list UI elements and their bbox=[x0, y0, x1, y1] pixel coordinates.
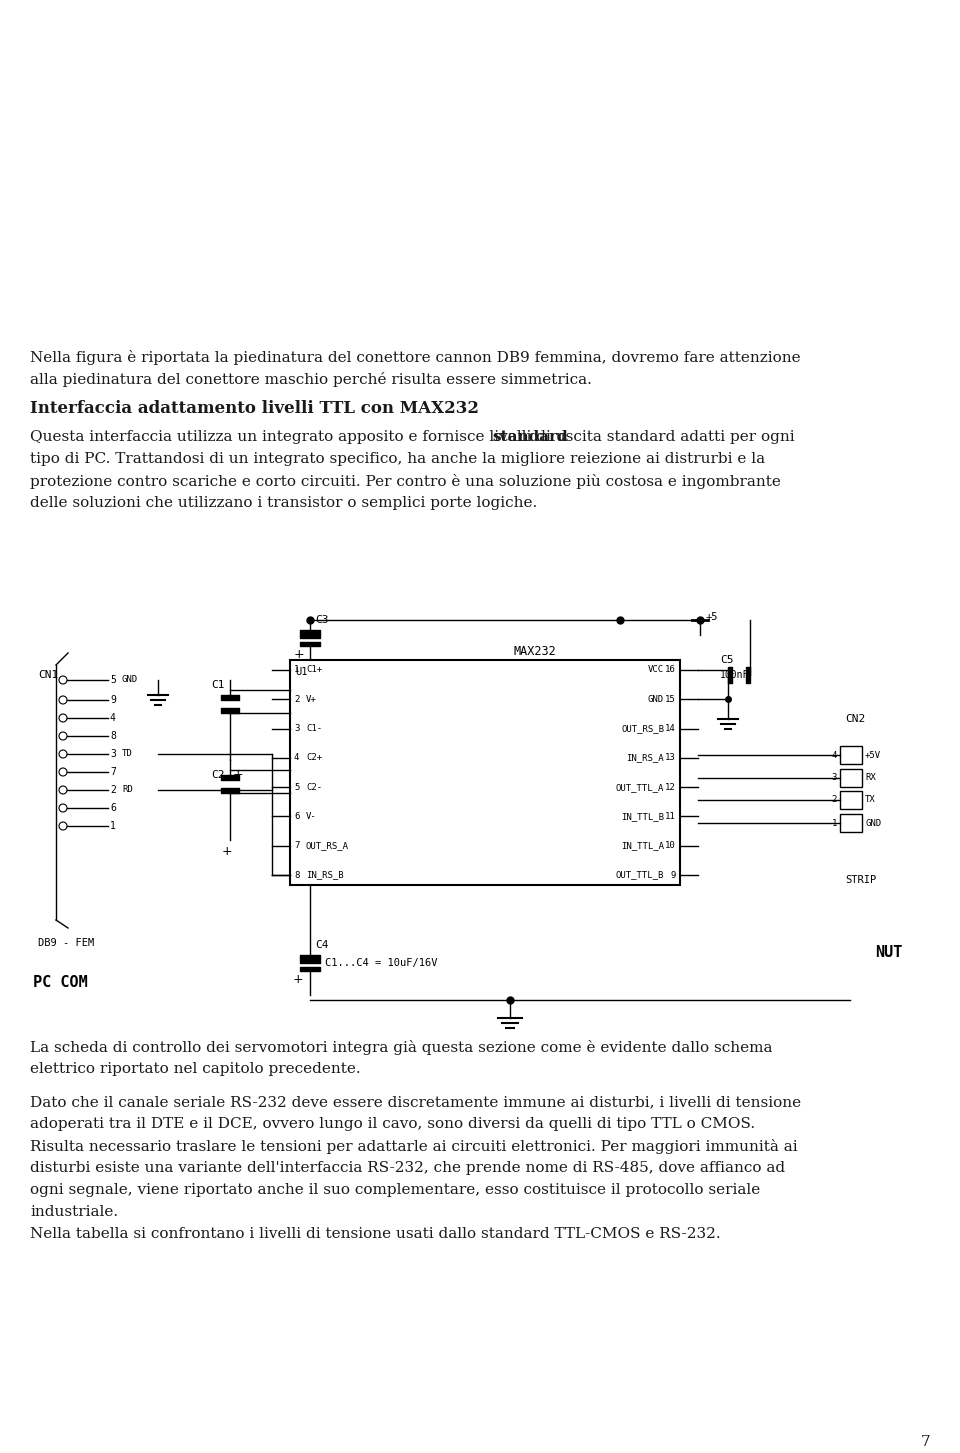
Text: Nella tabella si confrontano i livelli di tensione usati dallo standard TTL-CMOS: Nella tabella si confrontano i livelli d… bbox=[30, 1226, 721, 1241]
Text: 6: 6 bbox=[294, 812, 300, 821]
Text: 3: 3 bbox=[294, 724, 300, 734]
Bar bbox=[840, 769, 862, 788]
Text: disturbi esiste una variante dell'interfaccia RS-232, che prende nome di RS-485,: disturbi esiste una variante dell'interf… bbox=[30, 1161, 785, 1175]
Text: MAX232: MAX232 bbox=[514, 645, 557, 658]
Text: delle soluzioni che utilizzano i transistor o semplici porte logiche.: delle soluzioni che utilizzano i transis… bbox=[30, 495, 538, 510]
Text: +: + bbox=[294, 648, 304, 661]
Text: +: + bbox=[222, 846, 232, 859]
Text: 1: 1 bbox=[831, 818, 837, 828]
Text: NUT: NUT bbox=[875, 944, 902, 960]
Text: 9: 9 bbox=[110, 695, 116, 705]
Text: 7: 7 bbox=[921, 1436, 930, 1449]
Text: 5: 5 bbox=[110, 676, 116, 684]
Text: +5: +5 bbox=[705, 612, 717, 622]
Text: PC COM: PC COM bbox=[33, 975, 87, 989]
Text: Interfaccia adattamento livelli TTL con MAX232: Interfaccia adattamento livelli TTL con … bbox=[30, 400, 479, 417]
Text: +5V: +5V bbox=[865, 751, 881, 760]
Text: C3: C3 bbox=[315, 615, 328, 625]
Text: C5: C5 bbox=[720, 655, 733, 665]
Text: elettrico riportato nel capitolo precedente.: elettrico riportato nel capitolo precede… bbox=[30, 1062, 361, 1077]
Text: La scheda di controllo dei servomotori integra già questa sezione come è evident: La scheda di controllo dei servomotori i… bbox=[30, 1040, 773, 1055]
Text: GND: GND bbox=[865, 818, 881, 828]
Text: 12: 12 bbox=[665, 783, 676, 792]
Bar bbox=[290, 660, 680, 885]
Text: C4: C4 bbox=[315, 940, 328, 950]
Text: 4: 4 bbox=[831, 751, 837, 760]
Text: 4: 4 bbox=[294, 753, 300, 763]
Text: C2+: C2+ bbox=[306, 753, 323, 763]
Text: 8: 8 bbox=[294, 870, 300, 879]
Text: OUT_RS_A: OUT_RS_A bbox=[306, 841, 349, 850]
Text: 2: 2 bbox=[110, 785, 116, 795]
Text: RX: RX bbox=[865, 773, 876, 783]
Text: 6: 6 bbox=[110, 804, 116, 814]
Text: CN2: CN2 bbox=[845, 713, 865, 724]
Text: OUT_TTL_B: OUT_TTL_B bbox=[615, 870, 664, 879]
Text: Nella figura è riportata la piedinatura del conettore cannon DB9 femmina, dovrem: Nella figura è riportata la piedinatura … bbox=[30, 350, 801, 365]
Text: 5: 5 bbox=[294, 783, 300, 792]
Text: TD: TD bbox=[122, 750, 132, 758]
Text: +: + bbox=[293, 974, 303, 987]
Text: 3: 3 bbox=[831, 773, 837, 783]
Text: protezione contro scariche e corto circuiti. Per contro è una soluzione più cost: protezione contro scariche e corto circu… bbox=[30, 474, 780, 490]
Text: RD: RD bbox=[122, 786, 132, 795]
Text: ogni segnale, viene riportato anche il suo complementare, esso costituisce il pr: ogni segnale, viene riportato anche il s… bbox=[30, 1183, 760, 1197]
Text: tipo di PC. Trattandosi di un integrato specifico, ha anche la migliore reiezion: tipo di PC. Trattandosi di un integrato … bbox=[30, 452, 765, 466]
Text: 4: 4 bbox=[110, 713, 116, 724]
Bar bbox=[840, 790, 862, 809]
Text: V+: V+ bbox=[306, 695, 317, 703]
Text: C1: C1 bbox=[211, 680, 225, 690]
Text: 13: 13 bbox=[665, 753, 676, 763]
Text: C1+: C1+ bbox=[306, 665, 323, 674]
Text: CN1: CN1 bbox=[38, 670, 59, 680]
Bar bbox=[840, 745, 862, 764]
Text: 9: 9 bbox=[671, 870, 676, 879]
Text: Risulta necessario traslare le tensioni per adattarle ai circuiti elettronici. P: Risulta necessario traslare le tensioni … bbox=[30, 1139, 798, 1154]
Text: V-: V- bbox=[306, 812, 317, 821]
Text: 1: 1 bbox=[294, 665, 300, 674]
Text: Questa interfaccia utilizza un integrato apposito e fornisce livelli di uscita s: Questa interfaccia utilizza un integrato… bbox=[30, 430, 795, 445]
Text: 10: 10 bbox=[665, 841, 676, 850]
Text: 16: 16 bbox=[665, 665, 676, 674]
Text: TX: TX bbox=[865, 795, 876, 805]
Text: 15: 15 bbox=[665, 695, 676, 703]
Text: 100nF: 100nF bbox=[720, 670, 750, 680]
Text: IN_RS_B: IN_RS_B bbox=[306, 870, 344, 879]
Text: VCC: VCC bbox=[648, 665, 664, 674]
Text: 8: 8 bbox=[110, 731, 116, 741]
Text: DB9 - FEM: DB9 - FEM bbox=[38, 939, 94, 947]
Text: C1...C4 = 10uF/16V: C1...C4 = 10uF/16V bbox=[325, 958, 438, 968]
Text: 1: 1 bbox=[110, 821, 116, 831]
Text: STRIP: STRIP bbox=[845, 875, 876, 885]
Text: C1-: C1- bbox=[306, 724, 323, 734]
Text: IN_TTL_B: IN_TTL_B bbox=[621, 812, 664, 821]
Text: C2-: C2- bbox=[306, 783, 323, 792]
Text: U1: U1 bbox=[295, 667, 307, 677]
Text: standard: standard bbox=[492, 430, 568, 445]
Text: alla piedinatura del conettore maschio perché risulta essere simmetrica.: alla piedinatura del conettore maschio p… bbox=[30, 372, 592, 386]
Bar bbox=[840, 814, 862, 833]
Text: GND: GND bbox=[122, 676, 138, 684]
Text: Dato che il canale seriale RS-232 deve essere discretamente immune ai disturbi, : Dato che il canale seriale RS-232 deve e… bbox=[30, 1096, 802, 1109]
Text: 7: 7 bbox=[294, 841, 300, 850]
Text: 3: 3 bbox=[110, 748, 116, 758]
Text: C2: C2 bbox=[211, 770, 225, 780]
Text: 2: 2 bbox=[831, 795, 837, 805]
Text: 11: 11 bbox=[665, 812, 676, 821]
Text: IN_TTL_A: IN_TTL_A bbox=[621, 841, 664, 850]
Text: 2: 2 bbox=[294, 695, 300, 703]
Text: GND: GND bbox=[648, 695, 664, 703]
Text: 14: 14 bbox=[665, 724, 676, 734]
Text: OUT_RS_B: OUT_RS_B bbox=[621, 724, 664, 734]
Text: 7: 7 bbox=[110, 767, 116, 777]
Text: adoperati tra il DTE e il DCE, ovvero lungo il cavo, sono diversi da quelli di t: adoperati tra il DTE e il DCE, ovvero lu… bbox=[30, 1117, 756, 1130]
Text: OUT_TTL_A: OUT_TTL_A bbox=[615, 783, 664, 792]
Text: industriale.: industriale. bbox=[30, 1205, 118, 1219]
Text: +: + bbox=[233, 769, 244, 782]
Text: IN_RS_A: IN_RS_A bbox=[626, 753, 664, 763]
